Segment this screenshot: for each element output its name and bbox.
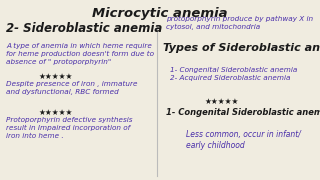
Text: ★★★★★: ★★★★★	[205, 97, 239, 106]
Text: 1- Congenital Sideroblastic anemia: 1- Congenital Sideroblastic anemia	[166, 108, 320, 117]
Text: protoporphyrin produce by pathway X in
cytosol, and mitochondria: protoporphyrin produce by pathway X in c…	[166, 16, 314, 30]
Text: ★★★★★: ★★★★★	[38, 72, 73, 81]
Text: 1- Congenital Sideroblastic anemia
2- Acquired Sideroblastic anemia: 1- Congenital Sideroblastic anemia 2- Ac…	[170, 67, 297, 81]
Text: Despite presence of iron , immature
and dysfunctional, RBC formed: Despite presence of iron , immature and …	[6, 81, 138, 95]
Text: ★★★★★: ★★★★★	[38, 108, 73, 117]
Text: Protoporphyrin defective synthesis
result in Impaired incorporation of
iron into: Protoporphyrin defective synthesis resul…	[6, 117, 133, 139]
Text: Less common, occur in infant/
early childhood: Less common, occur in infant/ early chil…	[186, 130, 300, 150]
Text: Microcytic anemia: Microcytic anemia	[92, 7, 228, 20]
Text: 2- Sideroblastic anemia: 2- Sideroblastic anemia	[6, 22, 163, 35]
Text: A type of anemia in which heme require
for heme production doesn't form due to
a: A type of anemia in which heme require f…	[6, 43, 155, 65]
Text: Types of Sideroblastic anemia: Types of Sideroblastic anemia	[163, 43, 320, 53]
